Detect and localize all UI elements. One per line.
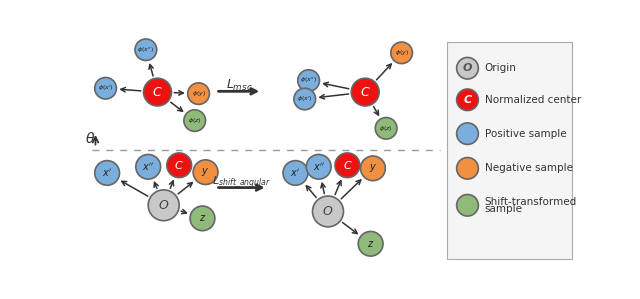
Circle shape xyxy=(375,118,397,139)
Text: $\phi(z)$: $\phi(z)$ xyxy=(188,116,202,125)
Text: $\theta$: $\theta$ xyxy=(85,131,95,146)
Text: $C$: $C$ xyxy=(342,159,352,171)
Circle shape xyxy=(351,78,379,106)
Circle shape xyxy=(95,77,116,99)
Text: $\phi(y)$: $\phi(y)$ xyxy=(191,89,205,98)
Text: $x'$: $x'$ xyxy=(291,167,301,179)
Text: $z$: $z$ xyxy=(199,213,206,223)
Text: O: O xyxy=(463,63,472,73)
Text: $\phi(x'')$: $\phi(x'')$ xyxy=(138,45,154,55)
Text: C: C xyxy=(463,95,472,105)
Text: Positive sample: Positive sample xyxy=(484,129,566,139)
Circle shape xyxy=(136,155,161,179)
Circle shape xyxy=(95,161,120,185)
Circle shape xyxy=(457,195,478,216)
Circle shape xyxy=(148,190,179,221)
Circle shape xyxy=(457,57,478,79)
Circle shape xyxy=(457,89,478,111)
Circle shape xyxy=(298,70,319,91)
Text: $x'$: $x'$ xyxy=(102,167,112,179)
FancyBboxPatch shape xyxy=(447,42,572,259)
Text: $\phi(x')$: $\phi(x')$ xyxy=(98,83,113,93)
Text: $L_{msc}$: $L_{msc}$ xyxy=(225,78,252,94)
Circle shape xyxy=(360,156,385,181)
Text: Normalized center: Normalized center xyxy=(484,95,581,105)
Text: sample: sample xyxy=(484,204,522,214)
Text: $\phi(x'')$: $\phi(x'')$ xyxy=(300,76,317,86)
Circle shape xyxy=(193,160,218,184)
Text: $\phi(x')$: $\phi(x')$ xyxy=(297,94,312,104)
Text: $O$: $O$ xyxy=(158,199,170,212)
Text: $y$: $y$ xyxy=(202,166,210,178)
Circle shape xyxy=(188,83,209,104)
Circle shape xyxy=(190,206,215,231)
Text: $C$: $C$ xyxy=(360,86,371,99)
Text: $y$: $y$ xyxy=(369,162,377,174)
Text: Origin: Origin xyxy=(484,63,516,73)
Circle shape xyxy=(184,110,205,131)
Text: $O$: $O$ xyxy=(323,205,333,218)
Text: $C$: $C$ xyxy=(174,159,184,171)
Text: $z$: $z$ xyxy=(367,239,374,249)
Circle shape xyxy=(335,153,360,178)
Circle shape xyxy=(294,88,316,110)
Text: Negative sample: Negative sample xyxy=(484,163,573,173)
Text: $C$: $C$ xyxy=(152,86,163,99)
Circle shape xyxy=(457,158,478,179)
Text: $\phi(z)$: $\phi(z)$ xyxy=(380,124,393,133)
Circle shape xyxy=(358,231,383,256)
Circle shape xyxy=(167,153,191,178)
Text: Shift-transformed: Shift-transformed xyxy=(484,197,577,207)
Circle shape xyxy=(457,123,478,144)
Circle shape xyxy=(391,42,412,64)
Text: $x''$: $x''$ xyxy=(142,161,154,173)
Text: $x''$: $x''$ xyxy=(312,161,324,173)
Circle shape xyxy=(307,155,331,179)
Text: $\phi(y)$: $\phi(y)$ xyxy=(395,48,409,57)
Circle shape xyxy=(143,78,172,106)
Circle shape xyxy=(283,161,308,185)
Circle shape xyxy=(135,39,157,60)
Circle shape xyxy=(312,196,344,227)
Text: $L_{shift\_angular}$: $L_{shift\_angular}$ xyxy=(212,174,271,190)
